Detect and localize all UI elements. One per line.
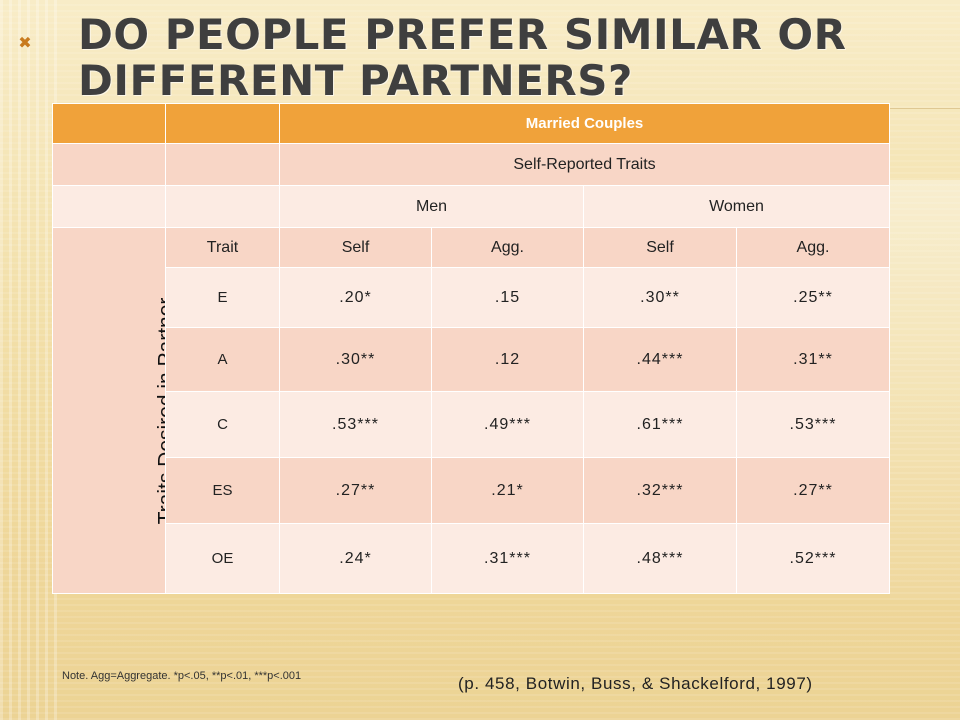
trait-label: OE	[165, 523, 280, 594]
self-reported-traits-header: Self-Reported Traits	[278, 143, 891, 186]
men-header: Men	[279, 185, 584, 228]
table-cell: .48***	[583, 523, 737, 594]
blank-cell	[165, 185, 280, 228]
table-cell: .31**	[735, 327, 891, 392]
table-cell: .31***	[431, 523, 584, 594]
table-cell: .44***	[583, 327, 737, 392]
table-row: OE .24* .31*** .48*** .52***	[53, 523, 891, 594]
column-header: Agg.	[735, 227, 891, 268]
table-cell: .24*	[279, 523, 432, 594]
blank-cell	[52, 103, 166, 144]
table-cell: .30**	[583, 267, 737, 328]
table-cell: .12	[431, 327, 584, 392]
blank-cell	[165, 143, 280, 186]
side-label-cell: Traits Desired in Partner	[52, 227, 166, 594]
table-cell: .15	[431, 267, 584, 328]
blank-cell	[165, 103, 280, 144]
table-cell: .53***	[735, 391, 891, 458]
trait-column-header: Trait	[165, 227, 280, 268]
gender-row: Men Women	[52, 185, 891, 228]
table-cell: .53***	[279, 391, 432, 458]
table-cell: .30**	[279, 327, 432, 392]
subheader-row: Self-Reported Traits	[52, 143, 891, 186]
table-cell: .27**	[279, 457, 432, 524]
table-cell: .52***	[735, 523, 891, 594]
trait-label: E	[165, 267, 280, 328]
women-header: Women	[582, 185, 891, 228]
column-header: Agg.	[431, 227, 584, 268]
slide-title: Do people prefer similar or different pa…	[78, 10, 847, 105]
table-cell: .25**	[735, 267, 891, 328]
table-cell: .49***	[431, 391, 584, 458]
table-row: C .53*** .49*** .61*** .53***	[53, 391, 891, 458]
table-header-row: Married Couples	[52, 103, 891, 144]
table-row: ES .27** .21* .32*** .27**	[53, 457, 891, 524]
table-cell: .61***	[583, 391, 737, 458]
table-cell: .27**	[735, 457, 891, 524]
bullet-x-icon: ✖	[18, 33, 32, 52]
table-row: E .20* .15 .30** .25**	[53, 267, 891, 328]
blank-cell	[52, 185, 166, 228]
table-cell: .21*	[431, 457, 584, 524]
table-cell: .32***	[583, 457, 737, 524]
traits-desired-label: Traits Desired in Partner	[154, 297, 166, 524]
table-cell: .20*	[279, 267, 432, 328]
background-stripes	[0, 0, 60, 720]
column-header: Self	[583, 227, 737, 268]
significance-note: Note. Agg=Aggregate. *p<.05, **p<.01, **…	[62, 670, 302, 682]
trait-label: ES	[165, 457, 280, 524]
column-header-row: Traits Desired in Partner Trait Self Agg…	[52, 227, 891, 594]
correlation-table: Married Couples Self-Reported Traits Men…	[52, 103, 891, 594]
background-glow	[890, 180, 960, 600]
trait-label: A	[165, 327, 280, 392]
blank-cell	[52, 143, 166, 186]
married-couples-header: Married Couples	[278, 103, 891, 144]
column-header: Self	[279, 227, 432, 268]
citation: (p. 458, Botwin, Buss, & Shackelford, 19…	[458, 674, 813, 693]
table-row: A .30** .12 .44*** .31**	[53, 327, 891, 392]
trait-label: C	[165, 391, 280, 458]
